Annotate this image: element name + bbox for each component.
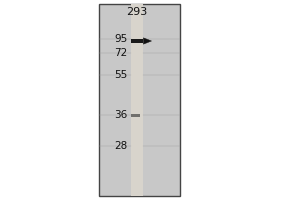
Bar [131,114,140,117]
Polygon shape [143,38,152,44]
Text: 55: 55 [114,70,128,80]
Text: 36: 36 [114,110,128,120]
Text: 28: 28 [114,141,128,151]
Text: 72: 72 [114,48,128,58]
Text: 95: 95 [114,34,128,44]
Text: 293: 293 [126,7,147,17]
Bar [130,39,142,43]
Bar [130,4,142,196]
Bar [99,4,180,196]
